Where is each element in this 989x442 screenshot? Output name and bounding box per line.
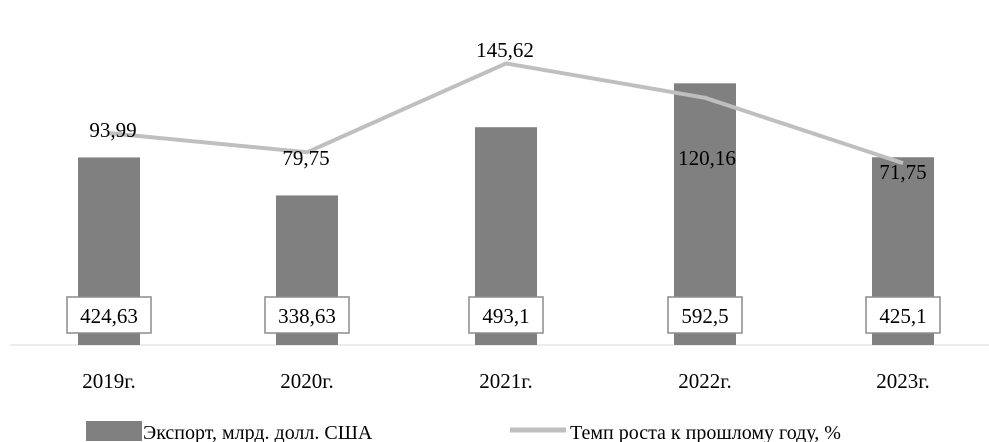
legend-swatch-export (86, 421, 142, 441)
svg-text:338,63: 338,63 (278, 304, 336, 328)
x-tick-label-2: 2021г. (479, 369, 533, 393)
legend-label-growth: Темп роста к прошлому году, % (570, 422, 841, 442)
bar-value-label-0: 424,63 (66, 296, 152, 334)
x-tick-label-3: 2022г. (678, 369, 732, 393)
svg-text:425,1: 425,1 (879, 304, 926, 328)
line-value-label-1: 79,75 (282, 146, 329, 170)
ticks-layer: 2019г. 2020г. 2021г. 2022г. 2023г. (82, 369, 930, 393)
line-value-label-2: 145,62 (476, 38, 534, 62)
line-value-label-4: 71,75 (879, 160, 926, 184)
legend-label-export: Экспорт, млрд. долл. США (143, 422, 373, 442)
bar-value-label-4: 425,1 (865, 296, 941, 334)
growth-line (108, 61, 904, 165)
bar-value-label-2: 493,1 (468, 296, 544, 334)
labels-layer: 424,63 338,63 493,1 592,5 425,1 93,99 79,75 145… (66, 38, 941, 334)
line-value-label-0: 93,99 (89, 118, 136, 142)
line-value-label-3: 120,16 (678, 146, 736, 170)
svg-text:424,63: 424,63 (80, 304, 138, 328)
x-tick-label-4: 2023г. (876, 369, 930, 393)
bar-value-label-1: 338,63 (264, 296, 350, 334)
x-tick-label-1: 2020г. (280, 369, 334, 393)
legend: Экспорт, млрд. долл. США Темп роста к пр… (86, 421, 841, 442)
svg-text:592,5: 592,5 (681, 304, 728, 328)
x-tick-label-0: 2019г. (82, 369, 136, 393)
bar-value-label-3: 592,5 (667, 296, 743, 334)
line-layer (108, 61, 904, 165)
svg-text:493,1: 493,1 (482, 304, 529, 328)
